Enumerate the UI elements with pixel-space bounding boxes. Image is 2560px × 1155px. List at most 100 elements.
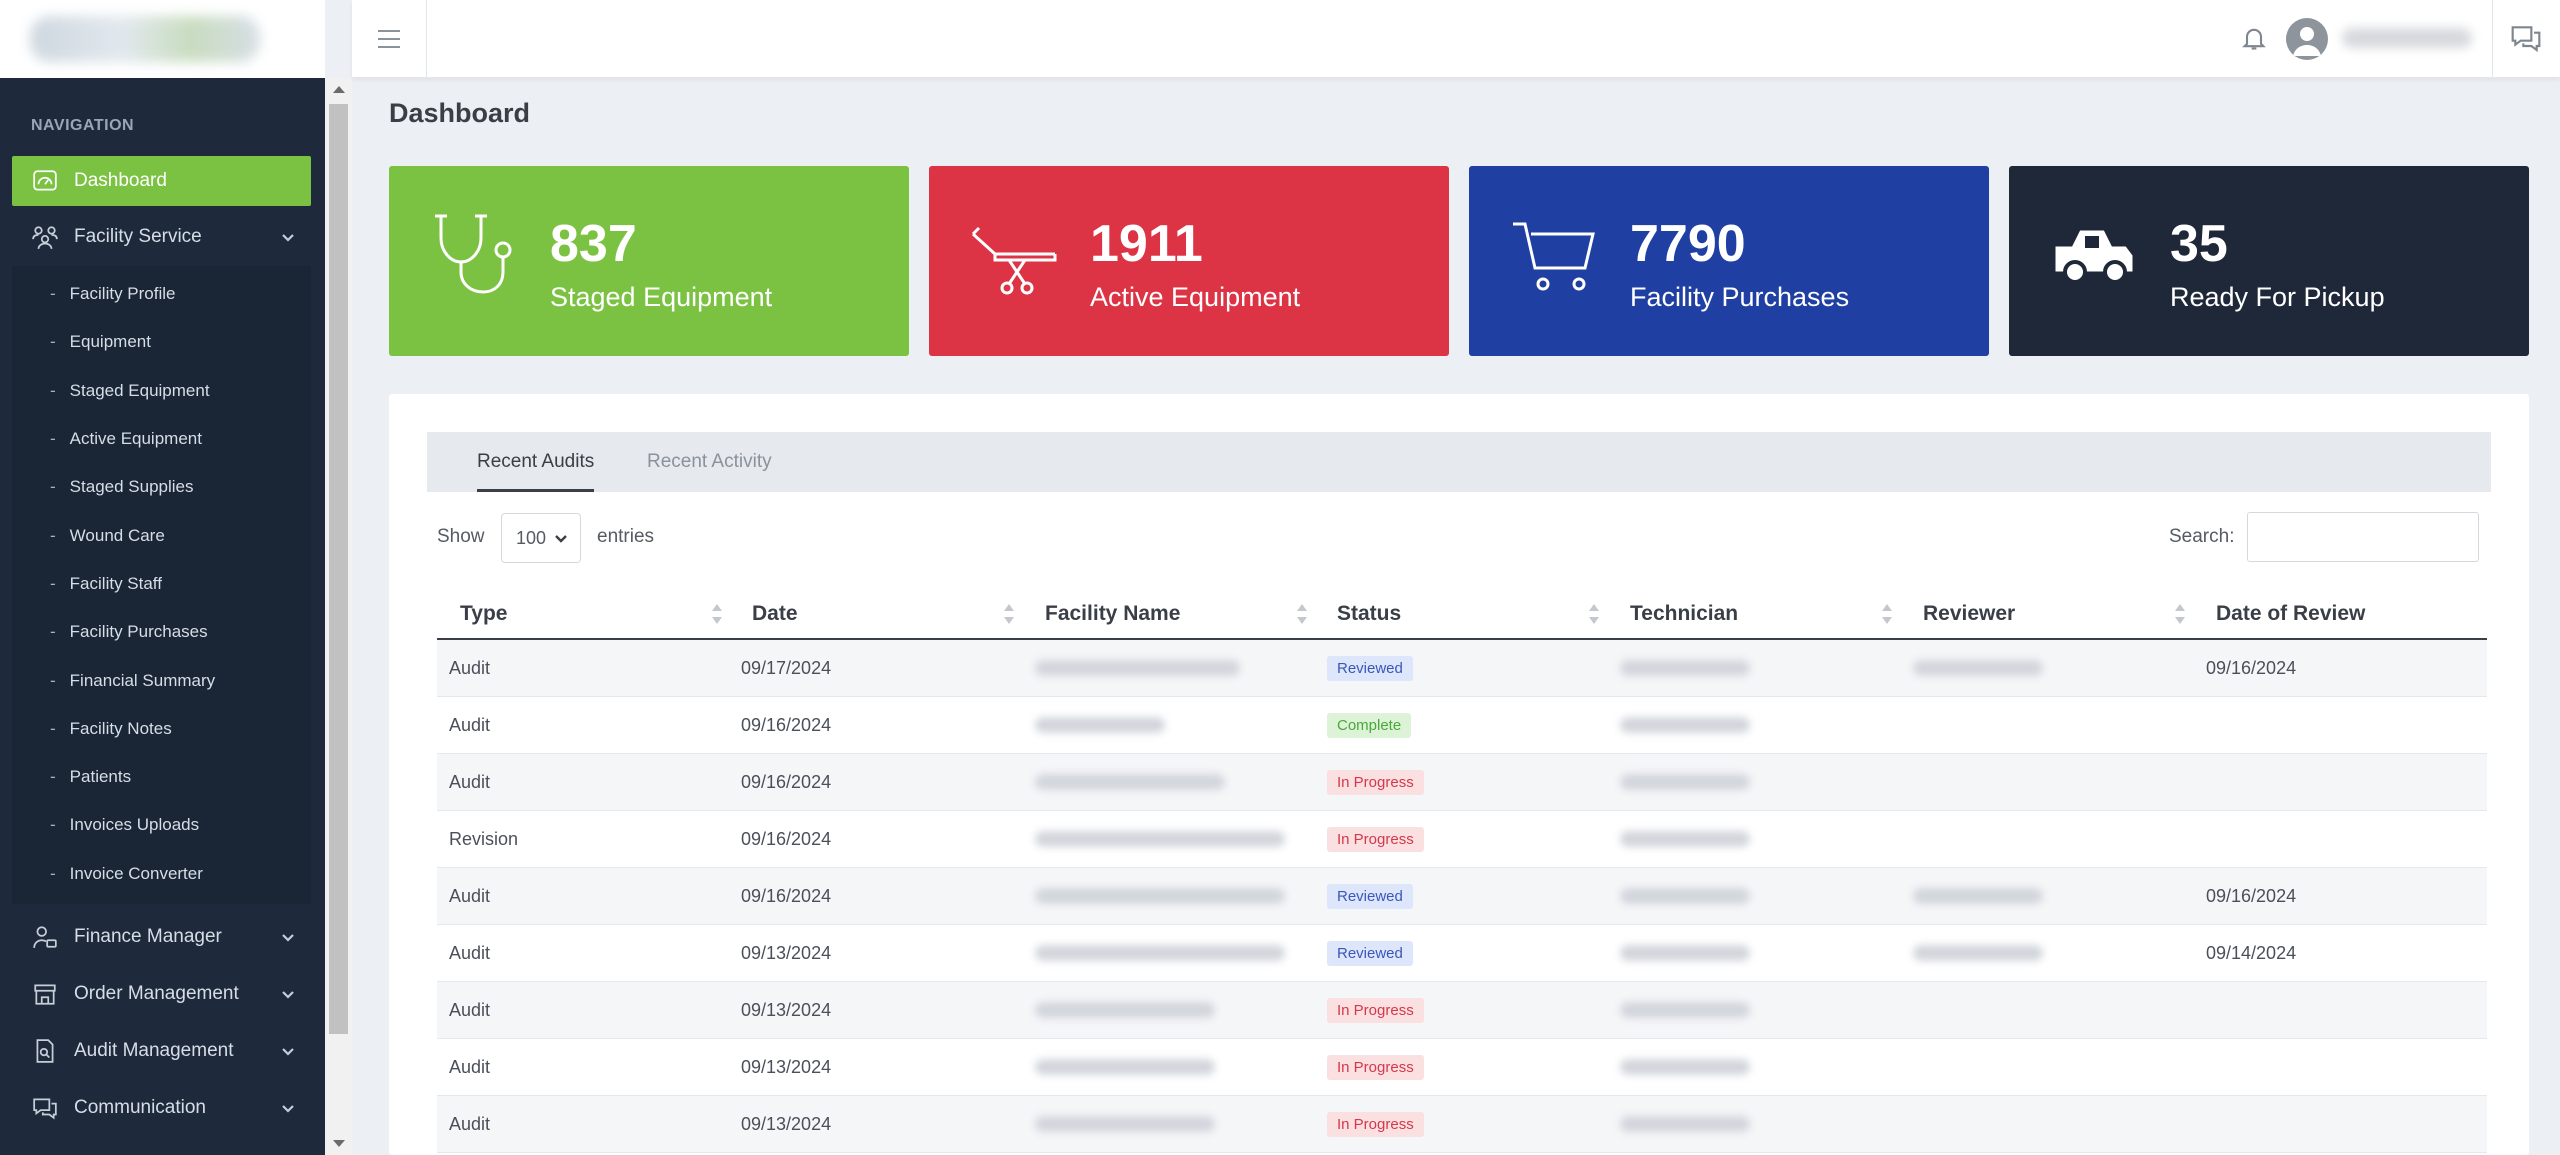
column-header-date[interactable]: Date — [752, 602, 798, 625]
sidebar-subitem-patients[interactable]: - Patients — [50, 767, 132, 787]
sidebar-subitem-facility-staff[interactable]: - Facility Staff — [50, 573, 162, 593]
table-row[interactable]: Audit 09/13/2024 Reviewed 09/14/2024 — [437, 925, 2487, 982]
sidebar-subitem-staged-supplies[interactable]: - Staged Supplies — [50, 477, 194, 497]
sort-icon[interactable] — [1297, 604, 1307, 624]
sidebar-item-label: Audit Management — [74, 1039, 234, 1061]
stretcher-icon — [969, 210, 1059, 300]
scroll-up-arrow-icon[interactable] — [333, 86, 345, 93]
chat-icon[interactable] — [2510, 22, 2544, 56]
sidebar-subitem-staged-equipment[interactable]: - Staged Equipment — [50, 380, 210, 400]
stat-cards: 837 Staged Equipment 1911 Active Equipme… — [389, 166, 2529, 356]
table-row[interactable]: Audit 09/16/2024 Complete — [437, 697, 2487, 754]
sidebar-subitem-facility-profile[interactable]: - Facility Profile — [50, 284, 176, 304]
scroll-down-arrow-icon[interactable] — [333, 1140, 345, 1147]
menu-toggle-button[interactable] — [352, 0, 427, 78]
table-row[interactable]: Audit 09/16/2024 In Progress — [437, 754, 2487, 811]
entries-label: entries — [597, 526, 655, 547]
table-row[interactable]: Audit 09/17/2024 Reviewed 09/16/2024 — [437, 640, 2487, 697]
cell-date: 09/13/2024 — [741, 999, 832, 1020]
column-header-reviewer[interactable]: Reviewer — [1923, 602, 2016, 625]
cell-type: Audit — [449, 657, 491, 678]
tab-recent-activity[interactable]: Recent Activity — [647, 451, 772, 472]
chevron-down-icon — [281, 986, 294, 999]
search-input[interactable] — [2247, 512, 2479, 562]
card-label: Facility Purchases — [1630, 282, 1850, 312]
cell-date: 09/13/2024 — [741, 942, 832, 963]
sidebar-item-communication[interactable]: Communication — [12, 1083, 311, 1133]
sidebar: NAVIGATION Dashboard Facility Service -F… — [0, 0, 325, 1155]
cart-icon — [1509, 210, 1599, 300]
hamburger-icon — [378, 30, 400, 48]
cell-status: Complete — [1327, 697, 1412, 753]
sidebar-item-facility-service[interactable]: Facility Service — [12, 212, 311, 262]
tab-recent-audits[interactable]: Recent Audits — [477, 432, 595, 492]
sidebar-subitem-equipment[interactable]: - Equipment — [50, 332, 151, 352]
sort-icon[interactable] — [2175, 604, 2185, 624]
sort-icon[interactable] — [1004, 604, 1014, 624]
sidebar-subitem-invoices-uploads[interactable]: - Invoices Uploads — [50, 815, 200, 835]
cell-facility-name — [1035, 811, 1285, 867]
table-row[interactable]: Audit 09/13/2024 In Progress — [437, 1039, 2487, 1096]
sort-icon[interactable] — [1589, 604, 1599, 624]
table-row[interactable]: Audit 09/13/2024 In Progress — [437, 982, 2487, 1039]
stethoscope-icon — [429, 210, 519, 300]
sidebar-item-dashboard[interactable]: Dashboard — [12, 156, 311, 206]
notifications-bell-icon[interactable] — [2240, 24, 2270, 54]
entries-select-value: 100 — [516, 527, 547, 548]
card-value: 837 — [550, 215, 637, 273]
chevron-down-icon — [555, 535, 567, 543]
card-label: Ready For Pickup — [2170, 282, 2385, 312]
entries-select[interactable]: 100 — [501, 513, 581, 563]
cell-date: 09/16/2024 — [741, 771, 832, 792]
cell-type: Audit — [449, 714, 491, 735]
scrollbar-thumb[interactable] — [329, 104, 348, 1034]
sidebar-item-order-management[interactable]: Order Management — [12, 969, 311, 1019]
cell-status: In Progress — [1327, 811, 1424, 867]
cell-technician — [1620, 811, 1750, 867]
cell-type: Audit — [449, 999, 491, 1020]
cell-status: In Progress — [1327, 1039, 1424, 1095]
table-row[interactable]: Revision 09/16/2024 In Progress — [437, 811, 2487, 868]
sidebar-item-audit-management[interactable]: Audit Management — [12, 1026, 311, 1076]
sidebar-subitem-invoice-converter[interactable]: - Invoice Converter — [50, 863, 203, 883]
cell-facility-name — [1035, 1039, 1215, 1095]
cell-date-of-review: 09/14/2024 — [2206, 942, 2297, 963]
cell-date: 09/16/2024 — [741, 828, 832, 849]
logo-image — [30, 16, 260, 62]
column-header-type[interactable]: Type — [460, 602, 508, 625]
table-row[interactable]: Audit 09/13/2024 In Progress — [437, 1096, 2487, 1153]
card-facility-purchases[interactable]: 7790 Facility Purchases — [1469, 166, 1989, 356]
avatar[interactable] — [2286, 18, 2328, 60]
sort-icon[interactable] — [712, 604, 722, 624]
sort-icon[interactable] — [1882, 604, 1892, 624]
logo[interactable] — [0, 0, 325, 78]
sidebar-subitem-facility-purchases[interactable]: - Facility Purchases — [50, 622, 208, 642]
sidebar-item-finance-manager[interactable]: Finance Manager — [12, 912, 311, 962]
user-name[interactable] — [2342, 28, 2472, 48]
column-header-status[interactable]: Status — [1337, 602, 1402, 625]
sidebar-subitem-wound-care[interactable]: - Wound Care — [50, 525, 165, 545]
cell-type: Audit — [449, 942, 491, 963]
column-header-technician[interactable]: Technician — [1630, 602, 1739, 625]
card-value: 7790 — [1630, 215, 1746, 273]
card-ready-for-pickup[interactable]: 35 Ready For Pickup — [2009, 166, 2529, 356]
column-header-facility-name[interactable]: Facility Name — [1045, 602, 1181, 625]
cell-status: In Progress — [1327, 754, 1424, 810]
audits-panel: Recent Audits Recent Activity Show 100 e… — [389, 394, 2529, 1155]
sidebar-subitem-active-equipment[interactable]: - Active Equipment — [50, 429, 202, 449]
card-staged-equipment[interactable]: 837 Staged Equipment — [389, 166, 909, 356]
audits-table: Type Date Facility Name Status Technicia… — [437, 588, 2487, 1153]
sidebar-subitem-facility-notes[interactable]: - Facility Notes — [50, 718, 172, 738]
sidebar-subitem-financial-summary[interactable]: - Financial Summary — [50, 670, 216, 690]
chevron-down-icon — [281, 229, 294, 242]
users-icon — [32, 224, 58, 250]
sidebar-scrollbar[interactable] — [325, 78, 352, 1155]
cell-technician — [1620, 1039, 1750, 1095]
cell-facility-name — [1035, 925, 1285, 981]
table-row[interactable]: Audit 09/16/2024 Reviewed 09/16/2024 — [437, 868, 2487, 925]
status-badge: Complete — [1327, 712, 1412, 738]
show-label: Show — [437, 526, 485, 547]
column-header-date-of-review[interactable]: Date of Review — [2216, 602, 2366, 625]
status-badge: Reviewed — [1327, 940, 1413, 966]
card-active-equipment[interactable]: 1911 Active Equipment — [929, 166, 1449, 356]
